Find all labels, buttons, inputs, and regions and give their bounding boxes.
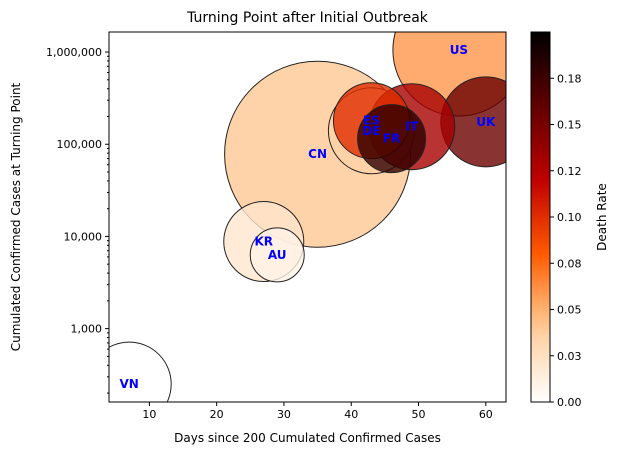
bubble-fr (357, 104, 427, 174)
y-axis-title: Cumulated Confirmed Cases at Turning Poi… (9, 82, 23, 351)
x-tick-label: 10 (142, 408, 156, 421)
point-label-us: US (450, 43, 468, 57)
y-axis: 1,000 10,000 100,000 1,000,000 (46, 46, 109, 394)
colorbar-tick-label: 0.10 (557, 211, 582, 224)
point-label-es: ES (363, 114, 380, 128)
bubble-au (249, 227, 305, 283)
point-label-kr: KR (254, 235, 273, 249)
x-tick-label: 60 (479, 408, 493, 421)
colorbar-tick-label: 0.18 (557, 72, 582, 85)
point-label-cn: CN (308, 147, 327, 161)
point-label-au: AU (268, 248, 287, 262)
colorbar-tick-label: 0.12 (557, 165, 582, 178)
point-label-uk: UK (476, 115, 496, 129)
chart-title: Turning Point after Initial Outbreak (186, 10, 429, 26)
colorbar-ticks: 0.00 0.03 0.05 0.08 0.10 0.12 0.15 0.18 (550, 72, 582, 409)
y-tick-label: 1,000 (71, 323, 103, 336)
bubble-layer (109, 32, 506, 402)
point-label-it: IT (405, 120, 418, 134)
y-tick-label: 1,000,000 (46, 46, 102, 59)
colorbar-tick-label: 0.08 (557, 257, 582, 270)
bubble-vn (109, 341, 172, 402)
y-tick-label: 100,000 (57, 138, 103, 151)
plot-frame (108, 31, 507, 403)
x-axis: 10 20 30 40 50 60 (142, 402, 493, 421)
x-tick-label: 20 (210, 408, 224, 421)
y-tick-label: 10,000 (64, 230, 103, 243)
point-label-fr: FR (383, 132, 400, 146)
colorbar-tick-label: 0.03 (557, 350, 582, 363)
x-tick-label: 50 (412, 408, 426, 421)
colorbar (530, 31, 551, 403)
x-tick-label: 40 (344, 408, 358, 421)
colorbar-tick-label: 0.05 (557, 304, 582, 317)
colorbar-title: Death Rate (595, 183, 609, 251)
point-label-vn: VN (120, 377, 139, 391)
colorbar-tick-label: 0.00 (557, 396, 582, 409)
point-label-de: DE (362, 124, 380, 138)
x-axis-title: Days since 200 Cumulated Confirmed Cases (174, 431, 441, 445)
x-tick-label: 30 (277, 408, 291, 421)
colorbar-tick-label: 0.15 (557, 119, 582, 132)
